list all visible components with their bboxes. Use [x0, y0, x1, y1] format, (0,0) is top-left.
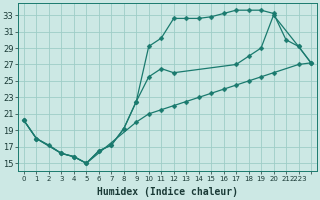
X-axis label: Humidex (Indice chaleur): Humidex (Indice chaleur)	[97, 187, 238, 197]
